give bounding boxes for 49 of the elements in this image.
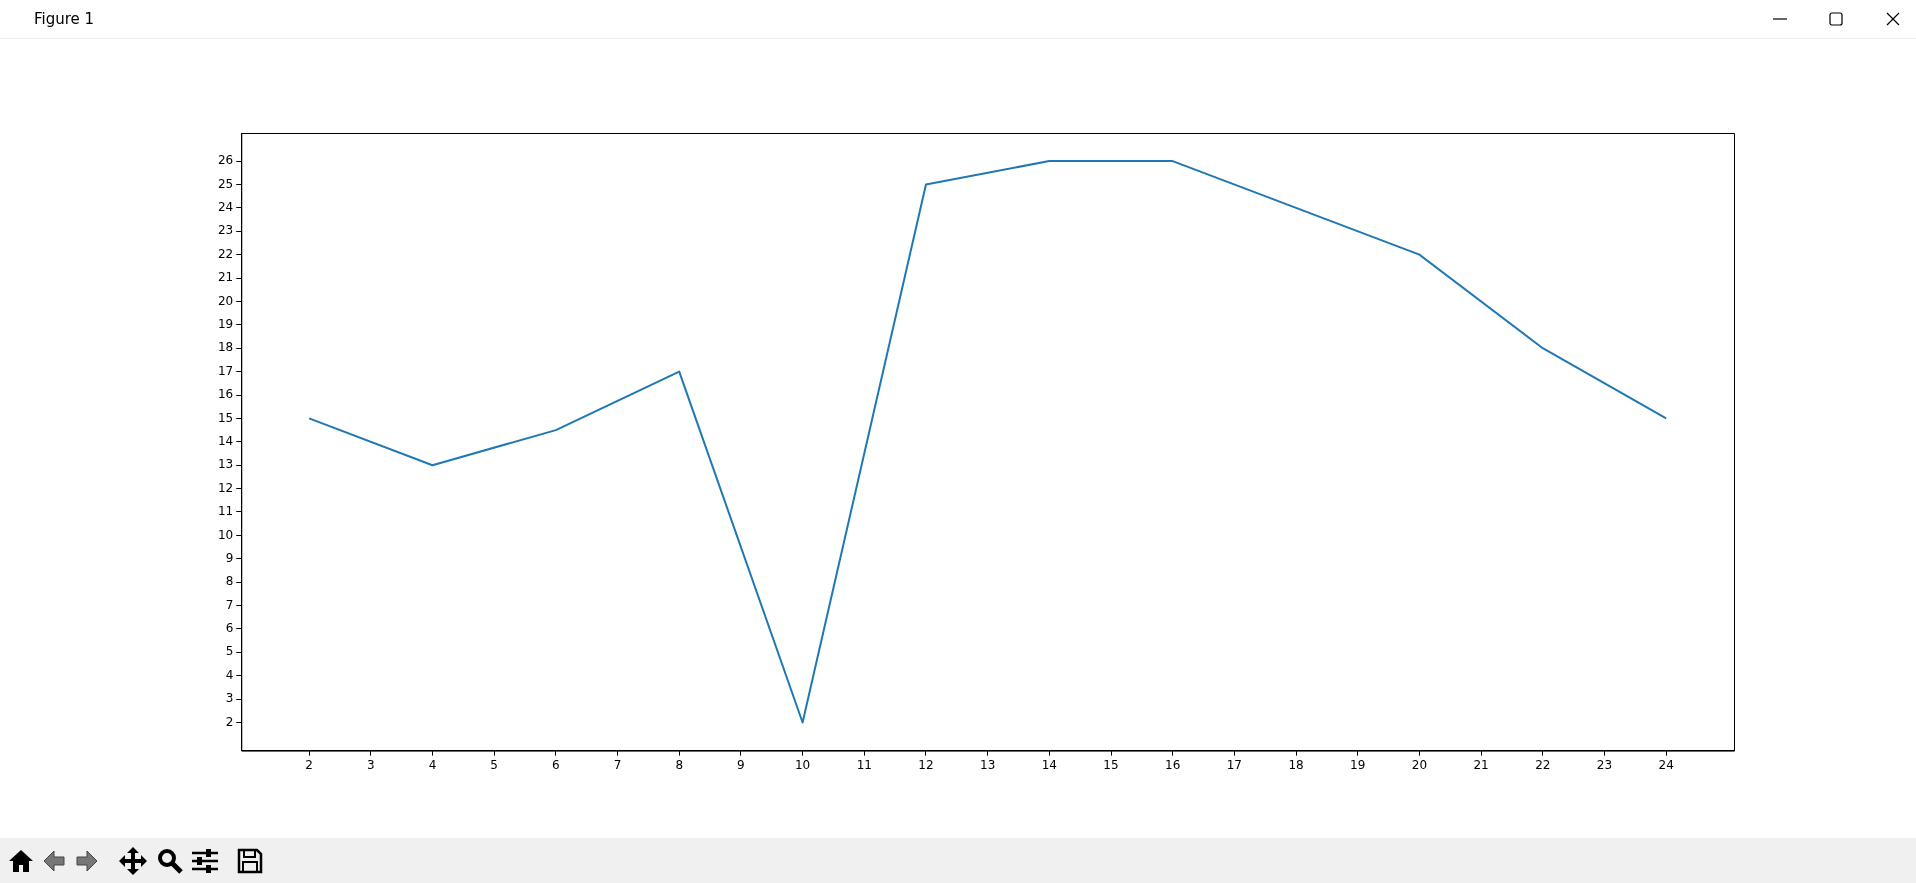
x-tick-label: 7 (613, 757, 622, 772)
y-tick-label: 12 (217, 480, 234, 495)
y-tick-label: 16 (217, 387, 234, 402)
x-tick-label: 5 (490, 757, 498, 772)
x-tick-label: 9 (737, 757, 745, 772)
x-tick-label: 18 (1288, 757, 1304, 772)
y-tick-label: 26 (217, 153, 234, 168)
x-tick-label: 22 (1535, 757, 1551, 772)
x-tick-label: 10 (794, 757, 811, 772)
y-tick-label: 22 (217, 246, 234, 261)
x-tick-label: 20 (1411, 757, 1428, 772)
x-tick-label: 14 (1041, 757, 1057, 772)
y-tick-label: 18 (217, 340, 234, 355)
x-tick-label: 6 (552, 757, 560, 772)
caption: Figure 1 (34, 10, 95, 28)
y-tick-label: 21 (217, 270, 234, 285)
y-tick-label: 10 (217, 527, 234, 542)
y-tick-label: 14 (217, 433, 234, 448)
x-tick-label: 16 (1165, 757, 1181, 772)
x-tick-label: 11 (856, 757, 872, 772)
y-tick-label: 11 (217, 504, 234, 519)
x-tick-label: 17 (1226, 757, 1243, 772)
x-tick-label: 23 (1596, 757, 1613, 772)
x-tick-label: 8 (675, 757, 684, 772)
y-tick-label: 15 (217, 410, 234, 425)
x-tick-label: 15 (1103, 757, 1119, 772)
y-tick-label: 3 (225, 691, 234, 706)
y-tick-label: 17 (217, 363, 234, 378)
y-tick-label: 4 (225, 667, 234, 682)
y-tick-label: 6 (225, 621, 234, 636)
y-tick-label: 5 (225, 644, 234, 659)
x-tick-label: 3 (366, 757, 375, 772)
y-tick-label: 9 (225, 550, 234, 565)
y-tick-label: 24 (217, 199, 234, 214)
y-tick-label: 19 (217, 316, 234, 331)
x-tick-label: 12 (918, 757, 934, 772)
x-tick-label: 4 (428, 757, 437, 772)
y-tick-label: 2 (225, 714, 234, 729)
x-tick-label: 21 (1473, 757, 1489, 772)
x-tick-label: 13 (979, 757, 996, 772)
x-tick-label: 2 (305, 757, 313, 772)
y-tick-label: 23 (217, 223, 234, 238)
y-tick-label: 25 (217, 176, 234, 191)
y-tick-label: 20 (217, 293, 234, 308)
x-tick-label: 19 (1350, 757, 1366, 772)
y-tick-label: 13 (217, 457, 234, 472)
y-tick-label: 7 (225, 597, 234, 612)
y-tick-label: 8 (225, 574, 234, 589)
x-tick-label: 24 (1658, 757, 1674, 772)
